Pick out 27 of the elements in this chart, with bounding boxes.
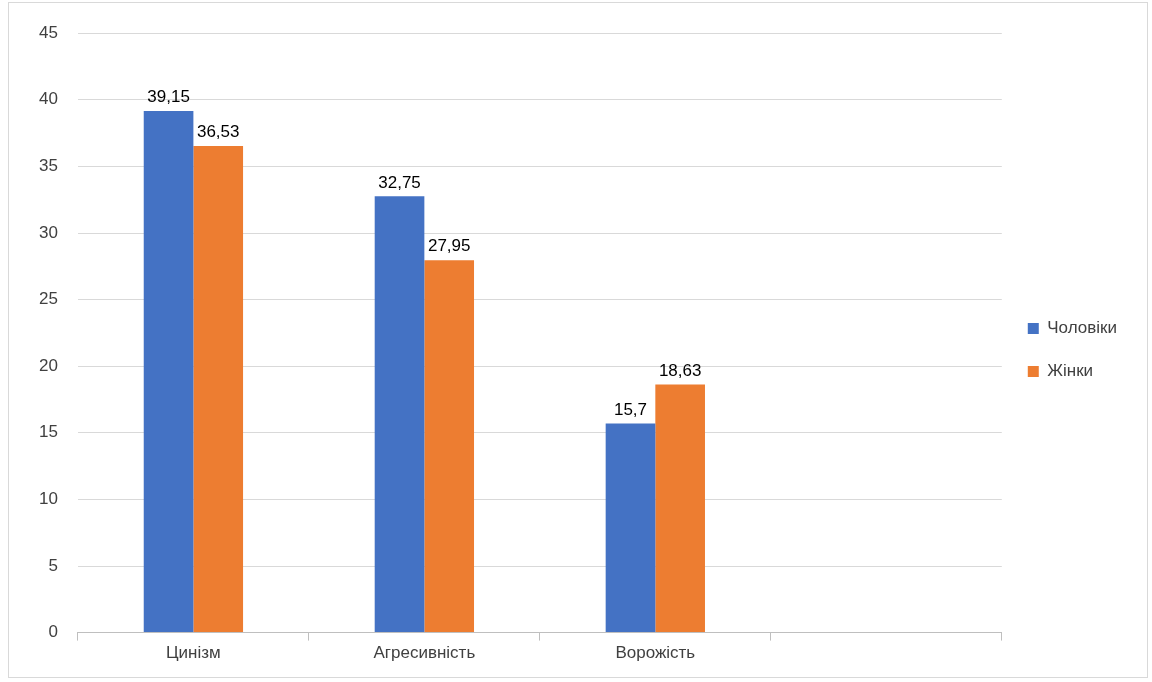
y-tick-label: 30 <box>38 222 58 242</box>
data-label: 27,95 <box>427 236 471 256</box>
legend-label: Чоловіки <box>1047 318 1117 338</box>
y-tick-label: 15 <box>38 422 58 442</box>
x-tick-label: Цинізм <box>166 643 221 663</box>
bar <box>143 111 194 633</box>
y-tick-label: 0 <box>48 622 58 642</box>
data-label: 18,63 <box>658 360 702 380</box>
x-tick-label: Ворожість <box>615 643 696 663</box>
bar <box>193 146 244 633</box>
y-tick-label: 5 <box>48 555 58 575</box>
data-label: 39,15 <box>147 87 190 107</box>
y-tick-label: 40 <box>38 89 58 109</box>
data-label: 15,7 <box>613 399 648 419</box>
y-tick-label: 20 <box>38 355 58 375</box>
x-tick-label: Агресивність <box>373 643 476 663</box>
y-tick-label: 35 <box>38 156 58 176</box>
bar <box>374 196 425 633</box>
legend-label: Жінки <box>1047 361 1094 381</box>
bar <box>655 384 705 633</box>
y-tick-label: 45 <box>38 22 58 42</box>
y-tick-label: 10 <box>38 489 58 509</box>
data-label: 36,53 <box>196 122 240 142</box>
data-label: 32,75 <box>378 172 421 192</box>
bar <box>424 260 475 633</box>
bar <box>605 423 656 633</box>
y-tick-label: 25 <box>38 289 58 309</box>
